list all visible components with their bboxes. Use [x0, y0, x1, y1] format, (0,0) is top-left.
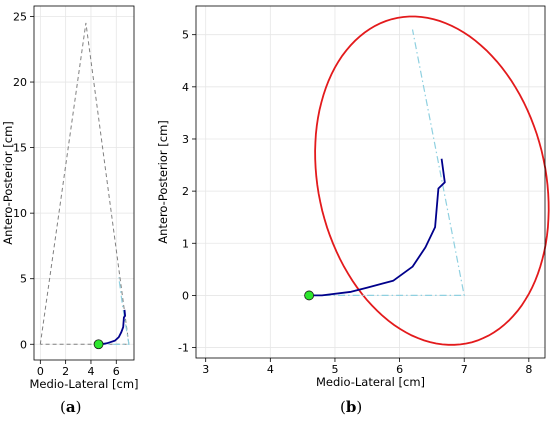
- projection-line: [98, 277, 130, 345]
- x-tick-label: 4: [267, 363, 274, 376]
- plot-frame: [33, 5, 135, 361]
- y-tick-label: 2: [182, 185, 189, 198]
- support-triangle-line: [39, 22, 130, 345]
- y-tick-label: 3: [182, 133, 189, 146]
- y-tick-label: -1: [178, 342, 189, 355]
- y-tick-label: 1: [182, 237, 189, 250]
- x-tick-label: 5: [331, 363, 338, 376]
- x-tick-label: 0: [37, 365, 44, 378]
- start-point-marker: [304, 290, 315, 301]
- y-axis-label: Antero-Posterior [cm]: [156, 120, 170, 244]
- caption-a: (a): [60, 398, 82, 416]
- y-tick-label: 4: [182, 81, 189, 94]
- x-tick-label: 6: [113, 365, 120, 378]
- x-tick-label: 3: [202, 363, 209, 376]
- y-tick-label: 15: [13, 142, 27, 155]
- x-tick-label: 6: [396, 363, 403, 376]
- chart-a: 0 2 4 6 0 5 10 15 20 25 Medio-Lateral [cm] Antero-P…: [1, 5, 139, 391]
- y-tick-label: 5: [182, 29, 189, 42]
- x-tick-label: 8: [525, 363, 532, 376]
- x-axis-label: Medio-Lateral [cm]: [316, 375, 425, 389]
- x-axis-label: Medio-Lateral [cm]: [29, 377, 138, 391]
- y-tick-label: 5: [20, 273, 27, 286]
- y-tick-label: 20: [13, 76, 27, 89]
- y-tick-label: 0: [182, 289, 189, 302]
- projection-line: [309, 29, 465, 296]
- x-tick-label: 4: [87, 365, 94, 378]
- trajectory-line: [309, 158, 446, 297]
- x-tick-label: 2: [62, 365, 69, 378]
- y-tick-label: 10: [13, 207, 27, 220]
- y-axis-label: Antero-Posterior [cm]: [1, 121, 15, 245]
- y-tick-label: 0: [20, 338, 27, 351]
- plot-frame: [195, 5, 546, 359]
- caption-b: (b): [340, 398, 363, 416]
- confidence-ellipse: [314, 15, 550, 346]
- start-point-marker: [93, 339, 104, 350]
- trajectory-line: [98, 309, 126, 346]
- x-tick-label: 7: [461, 363, 468, 376]
- y-tick-label: 25: [13, 10, 27, 23]
